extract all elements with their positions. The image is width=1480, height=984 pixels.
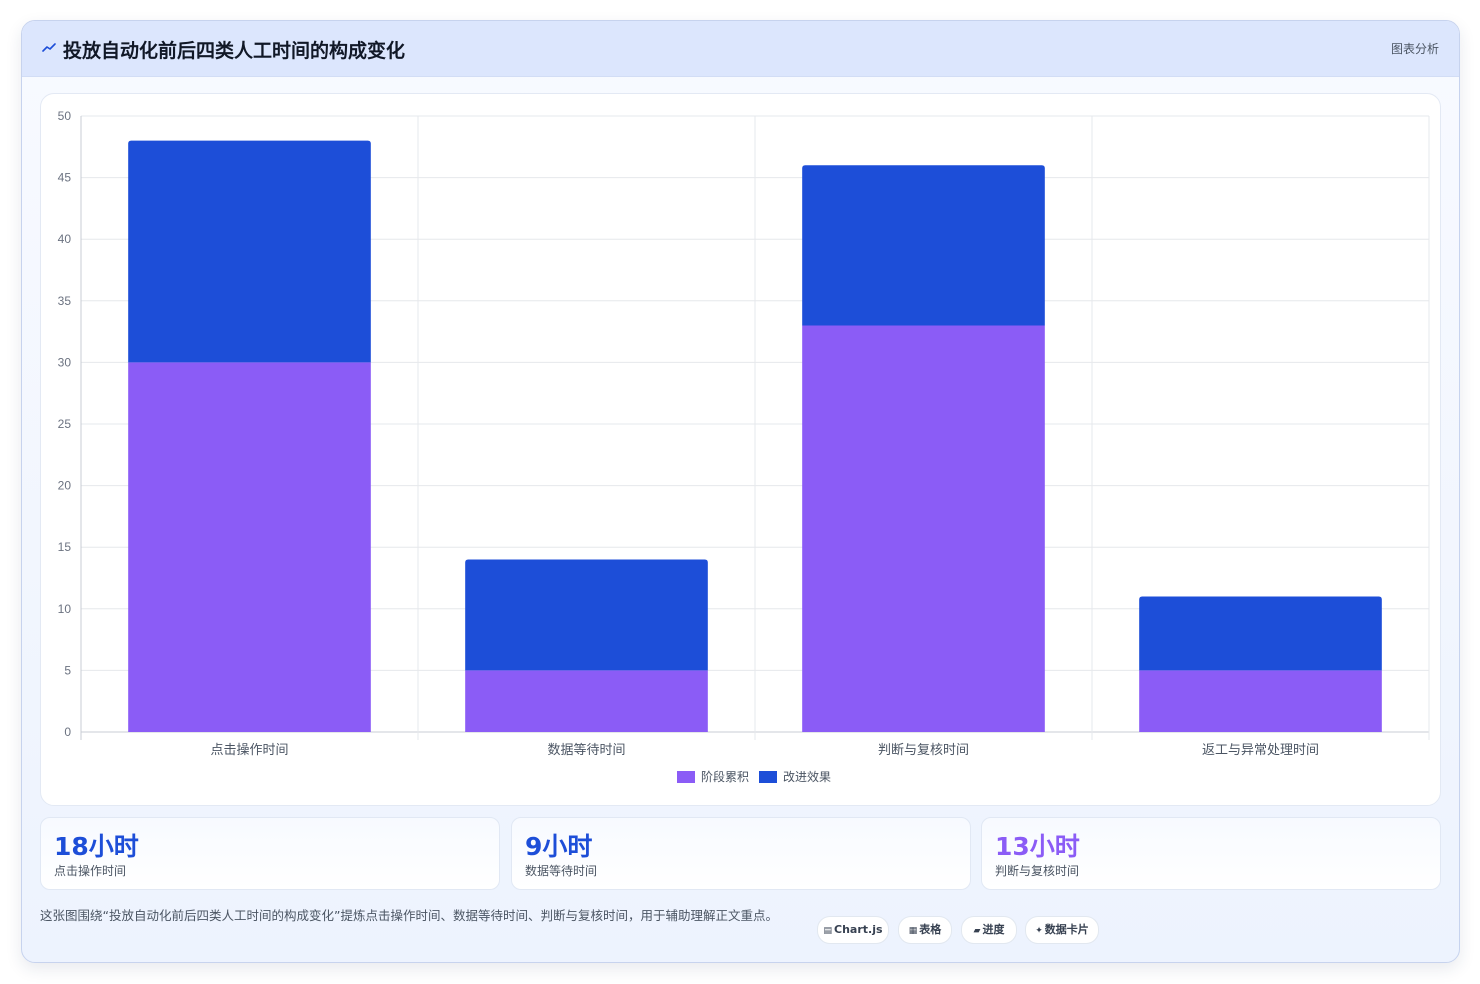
- y-tick-label: 20: [58, 479, 72, 493]
- bar-segment-cumulative: [465, 670, 708, 732]
- stat-card-review-time: 13小时 判断与复核时间: [981, 817, 1441, 890]
- legend-label: 改进效果: [783, 769, 831, 784]
- stat-value: 13小时: [995, 832, 1080, 861]
- y-tick-label: 25: [58, 417, 72, 431]
- legend-swatch: [759, 771, 777, 783]
- chip-chartjs[interactable]: ▤ Chart.js: [817, 916, 889, 944]
- card-header: 投放自动化前后四类人工时间的构成变化 图表分析: [22, 21, 1459, 77]
- stat-label: 判断与复核时间: [995, 864, 1080, 878]
- stat-value: 9小时: [525, 832, 593, 861]
- trend-line-icon: [42, 43, 56, 52]
- legend-swatch: [677, 771, 695, 783]
- progress-icon: ▰: [973, 926, 981, 936]
- page-title: 投放自动化前后四类人工时间的构成变化: [63, 40, 406, 62]
- y-tick-label: 10: [58, 602, 72, 616]
- chip-data-card[interactable]: ✦ 数据卡片: [1025, 916, 1099, 944]
- chart-note: 这张图围绕“投放自动化前后四类人工时间的构成变化”提炼点击操作时间、数据等待时间…: [40, 908, 778, 923]
- bar-segment-cumulative: [1139, 670, 1382, 732]
- y-tick-label: 50: [58, 109, 72, 123]
- stat-label: 点击操作时间: [54, 864, 127, 878]
- x-tick-label: 点击操作时间: [210, 742, 288, 757]
- y-tick-label: 0: [64, 725, 71, 739]
- bar-segment-improvement: [128, 140, 371, 363]
- x-tick-label: 数据等待时间: [547, 742, 625, 757]
- y-tick-label: 5: [64, 663, 71, 677]
- bar-segment-improvement: [1139, 596, 1382, 671]
- stat-value: 18小时: [54, 832, 139, 861]
- y-tick-label: 35: [58, 294, 72, 308]
- chart-card: 投放自动化前后四类人工时间的构成变化 图表分析 0 5 10 15 20 25 30 35 40…: [21, 20, 1460, 963]
- y-tick-label: 30: [58, 355, 72, 369]
- chip-table[interactable]: ▦ 表格: [898, 916, 952, 944]
- bar-segment-cumulative: [128, 362, 371, 732]
- table-icon: ▦: [908, 926, 918, 936]
- y-tick-label: 45: [58, 171, 72, 185]
- chip-label: 进度: [982, 923, 1005, 936]
- stat-label: 数据等待时间: [525, 864, 598, 878]
- bar-segment-improvement: [802, 165, 1045, 326]
- stat-card-wait-time: 9小时 数据等待时间: [511, 817, 971, 890]
- y-tick-label: 15: [58, 540, 72, 554]
- sparkle-icon: ✦: [1035, 926, 1043, 936]
- chart-icon: ▤: [823, 926, 832, 936]
- chip-label: 数据卡片: [1044, 923, 1089, 936]
- chip-label: Chart.js: [834, 923, 883, 936]
- x-tick-label: 返工与异常处理时间: [1202, 742, 1319, 757]
- y-tick-label: 40: [58, 232, 72, 246]
- stacked-bar-chart: 0 5 10 15 20 25 30 35 40 45 50 点击操作时间 数据等待时间 判断与复核时间 返…: [58, 109, 1430, 784]
- bar-segment-improvement: [465, 559, 708, 671]
- stat-card-click-time: 18小时 点击操作时间: [40, 817, 500, 890]
- legend-label: 阶段累积: [701, 769, 749, 784]
- chart-panel: 0 5 10 15 20 25 30 35 40 45 50 点击操作时间 数据等待时间 判断与复核时间 返…: [40, 93, 1441, 806]
- chip-progress[interactable]: ▰ 进度: [961, 916, 1017, 944]
- bar-segment-cumulative: [802, 325, 1045, 732]
- header-tag: 图表分析: [1390, 42, 1439, 56]
- chip-label: 表格: [919, 923, 942, 936]
- x-tick-label: 判断与复核时间: [878, 742, 969, 757]
